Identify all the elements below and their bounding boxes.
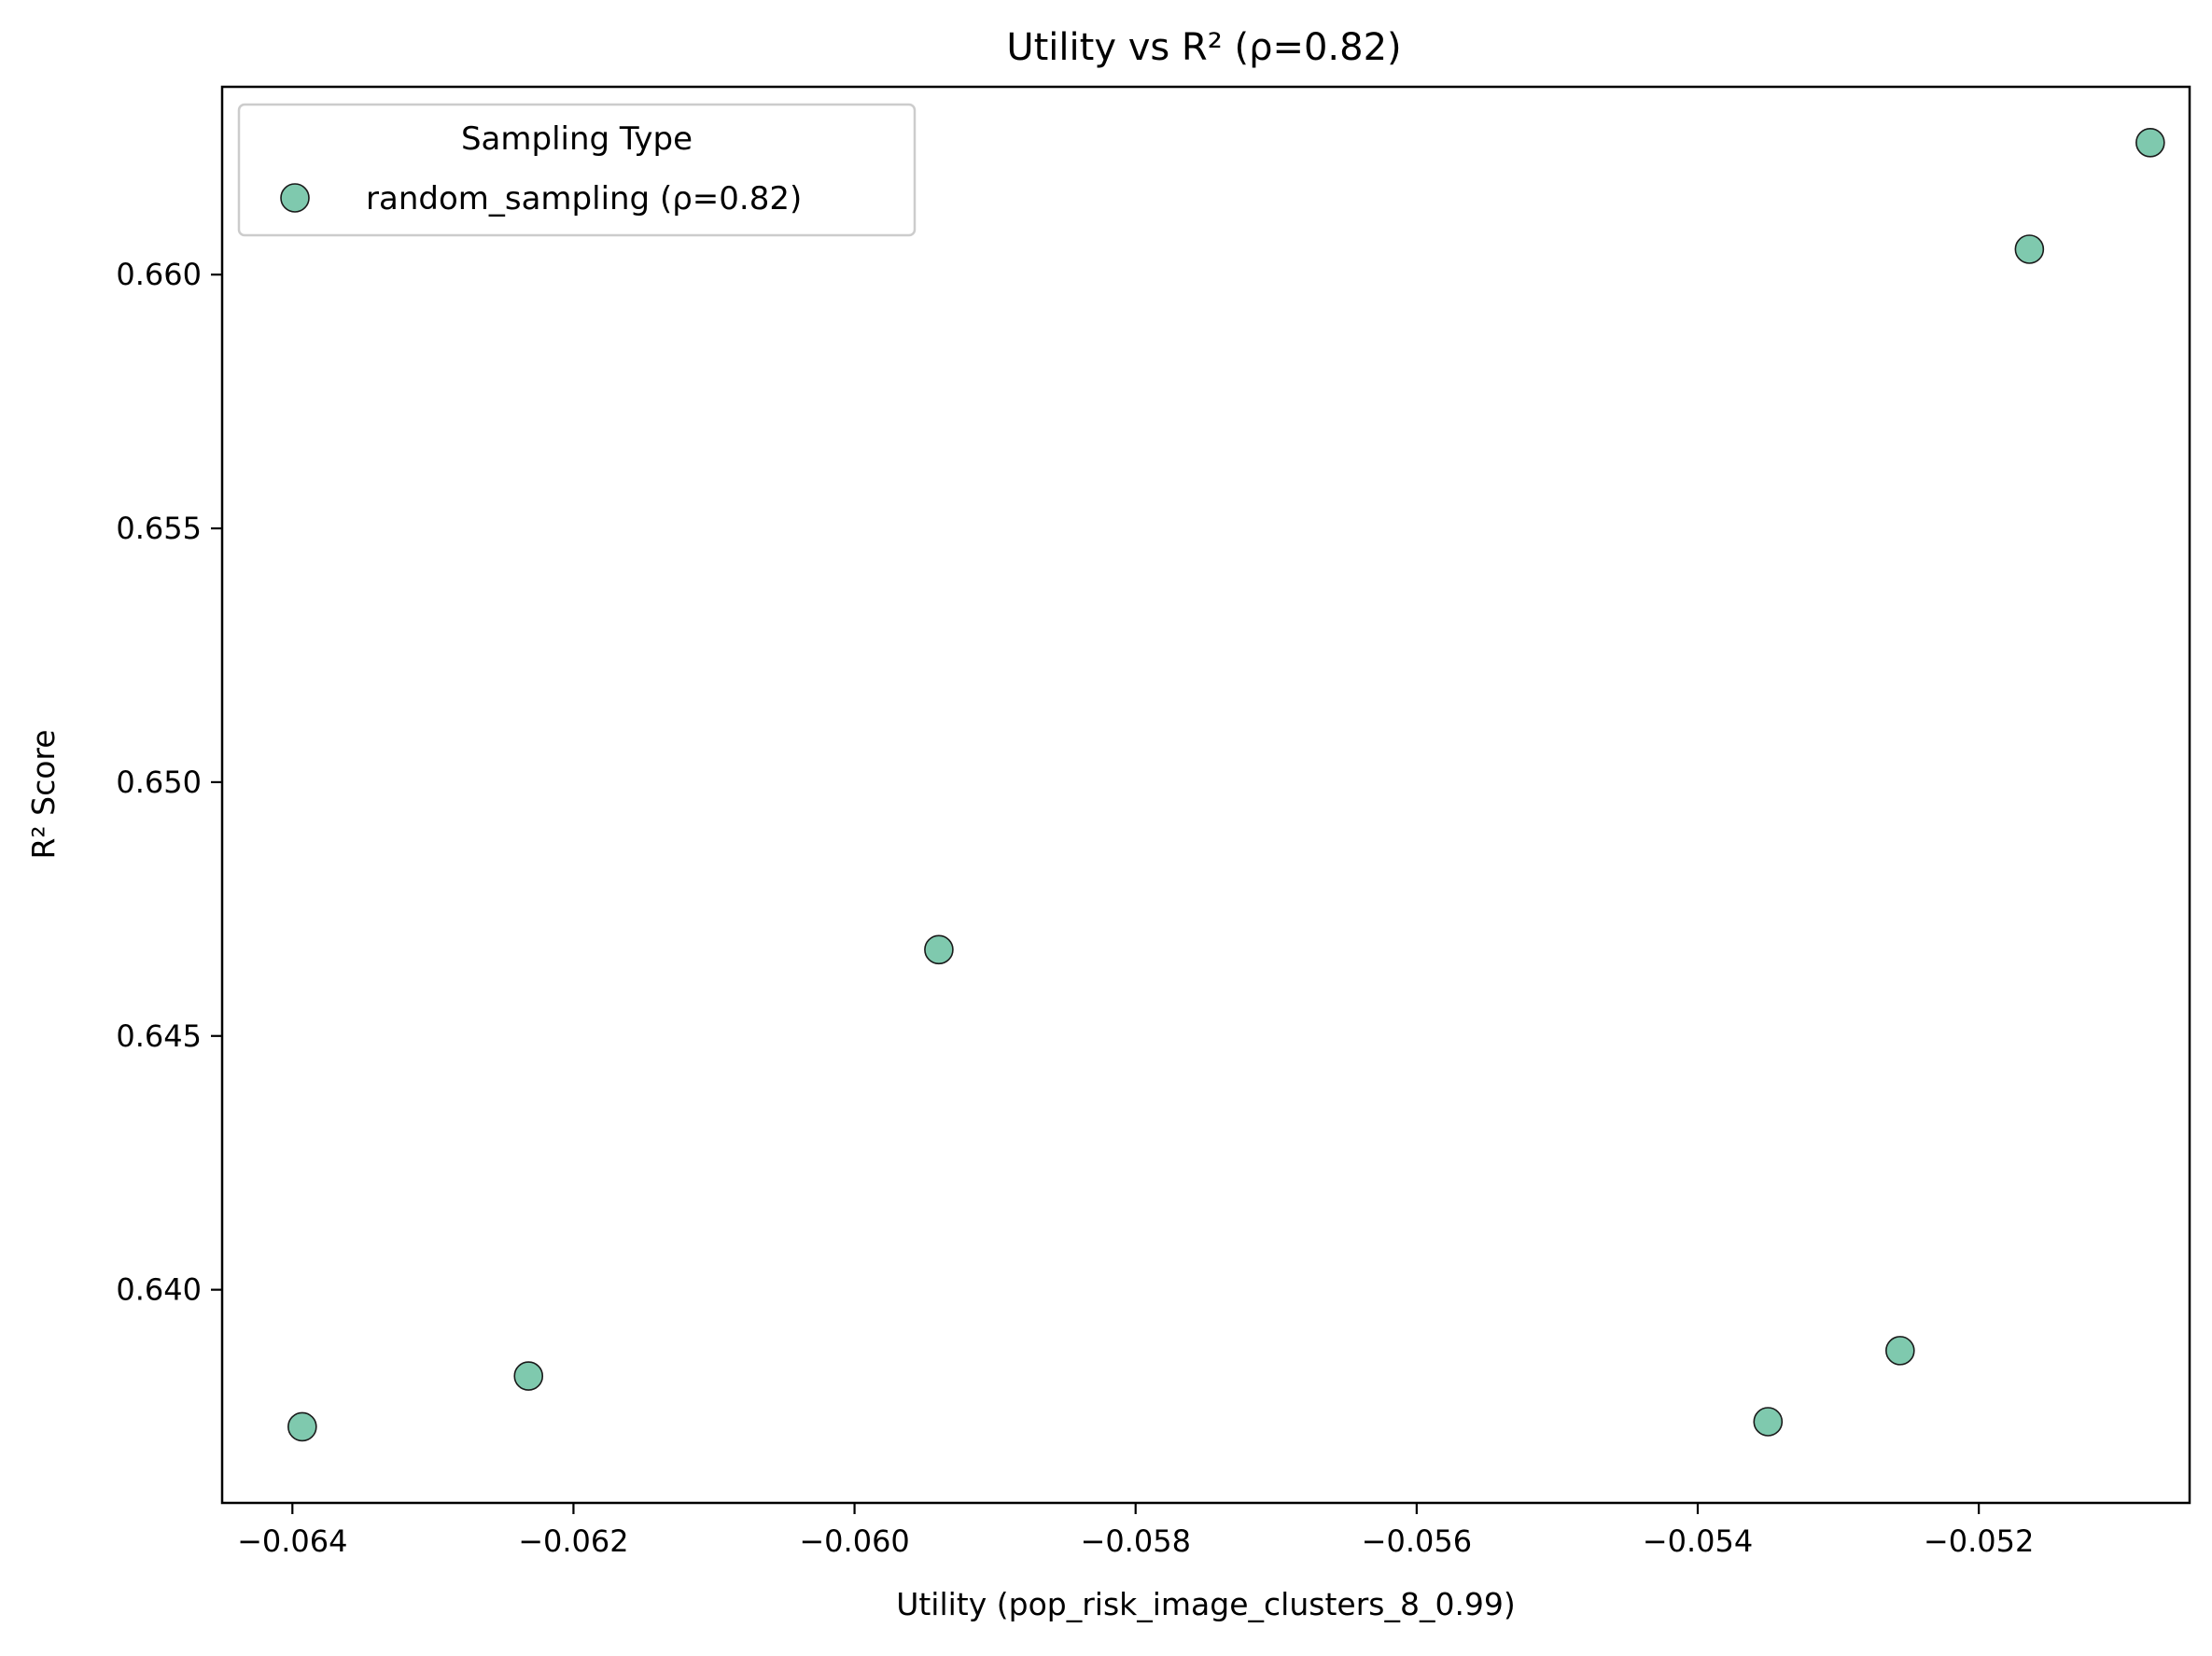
data-point [1753,1407,1784,1437]
x-axis-label: Utility (pop_risk_image_clusters_8_0.99) [896,1586,1516,1622]
chart-title: Utility vs R² (ρ=0.82) [1006,26,1401,69]
plot-frame [220,85,2191,1505]
legend-entry-label: random_sampling (ρ=0.82) [366,180,802,218]
scatter-points [287,128,2165,1442]
data-point [287,1411,317,1442]
legend-marker [280,183,310,213]
x-tick-label: −0.064 [237,1523,347,1559]
data-point [2135,128,2165,158]
legend-box [237,103,917,237]
x-tick-label: −0.052 [1924,1523,2034,1559]
data-point [2014,234,2045,264]
y-axis-label: R² Score [25,729,62,859]
data-point [513,1361,544,1391]
legend-title: Sampling Type [461,120,693,158]
y-tick-label: 0.640 [116,1272,202,1308]
x-tick-label: −0.058 [1081,1523,1191,1559]
y-tick-label: 0.645 [116,1018,202,1054]
x-tick-label: −0.060 [799,1523,909,1559]
x-tick-label: −0.054 [1643,1523,1753,1559]
x-tick-label: −0.062 [518,1523,628,1559]
data-point [924,934,954,965]
y-tick-label: 0.660 [116,257,202,292]
y-axis-ticks: 0.640 0.645 0.650 0.655 0.660 [116,257,222,1308]
y-tick-label: 0.655 [116,511,202,546]
data-point [1885,1336,1915,1366]
plot-area: −0.064 −0.062 −0.060 −0.058 −0.056 −0.054 −0.0… [116,85,2191,1559]
y-tick-label: 0.650 [116,765,202,800]
legend: Sampling Type random_sampling (ρ=0.82) [237,103,917,237]
x-axis-ticks: −0.064 −0.062 −0.060 −0.058 −0.056 −0.054 −0.0… [237,1503,2034,1559]
x-tick-label: −0.056 [1362,1523,1472,1559]
